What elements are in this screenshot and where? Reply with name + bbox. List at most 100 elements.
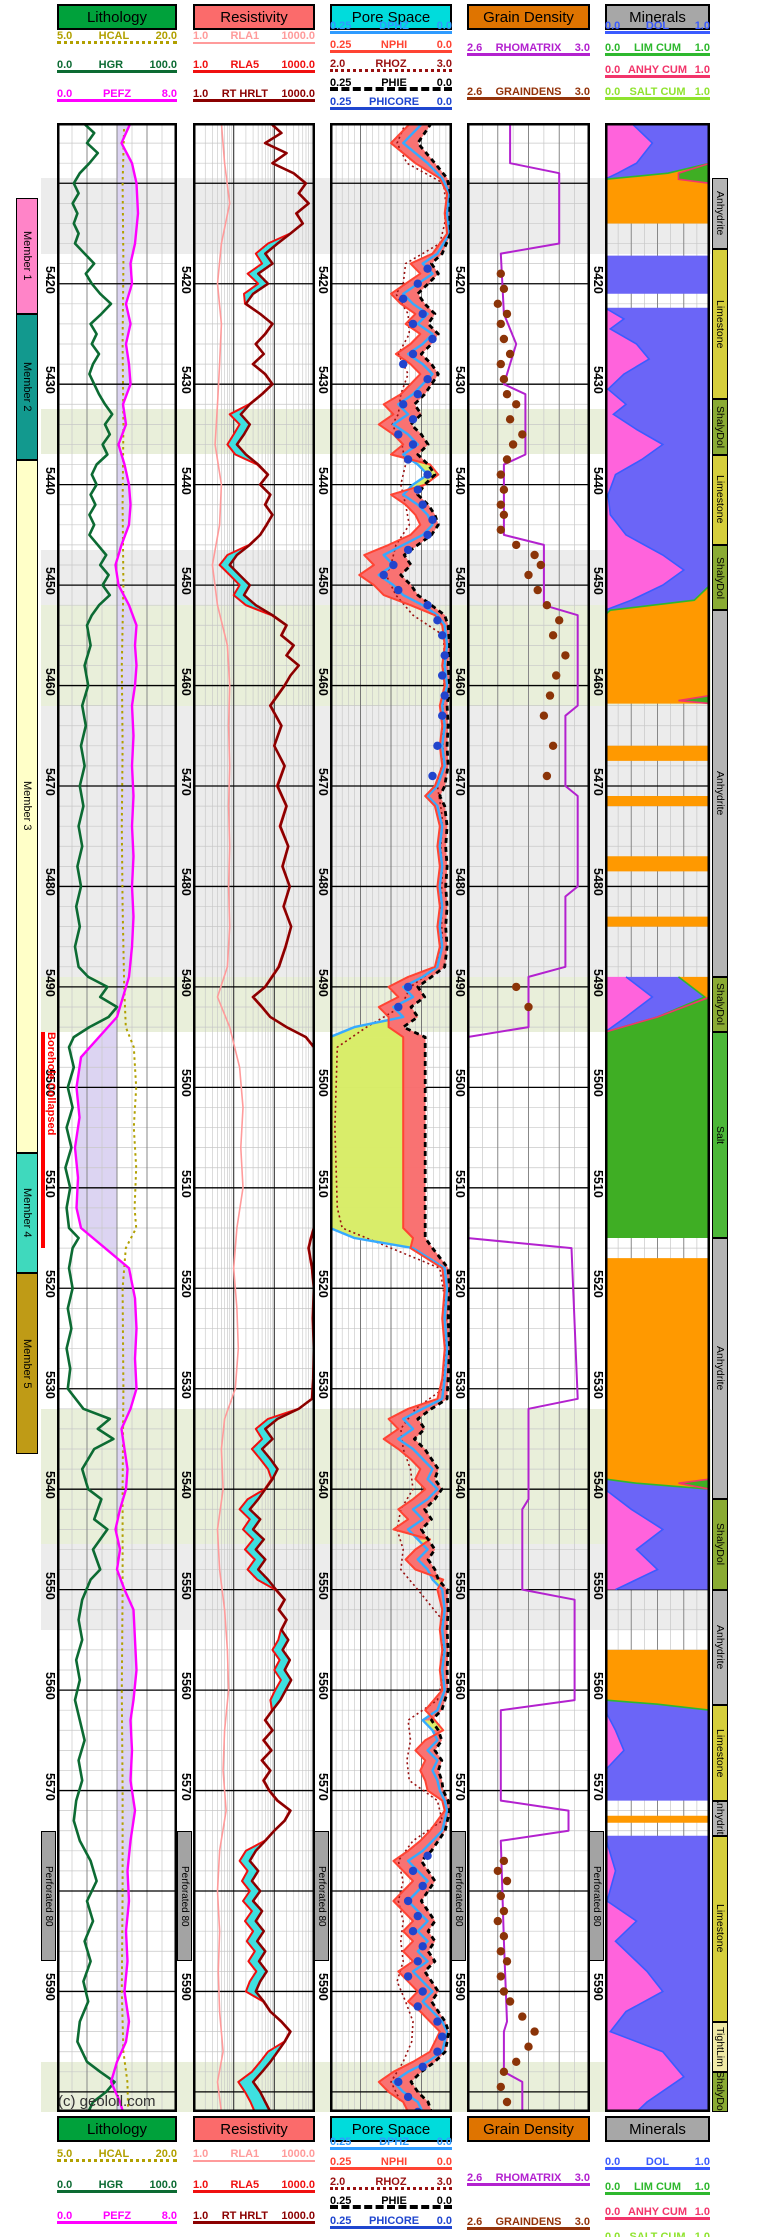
legend-left: 5.0 <box>57 30 73 42</box>
curve-legend-hgr: 0.0 HGR 100.0 <box>57 2179 177 2193</box>
perforated-interval-marker: Perforated 80 <box>451 1830 466 1962</box>
lithology-strip-segment: Limestone <box>712 1835 728 2022</box>
depth-label: 5420 <box>591 265 605 294</box>
depth-label: 5570 <box>179 1772 193 1801</box>
legend-left: 2.6 <box>467 2216 483 2228</box>
lithology-strip-segment: Anhydrite <box>712 610 728 977</box>
depth-label: 5430 <box>43 366 57 394</box>
curve-legend-rla5: 1.0 RLA5 1000.0 <box>193 59 315 73</box>
legend-left: 0.0 <box>57 2179 73 2191</box>
legend-right: 1.0 <box>694 86 710 98</box>
legend-left: 5.0 <box>57 2148 73 2160</box>
legend-name: DPHZ <box>379 20 410 32</box>
depth-label: 5490 <box>316 968 330 997</box>
lithology-strip-segment: Anhydrite <box>712 1800 728 1836</box>
legend-left: 2.0 <box>330 2176 346 2188</box>
legend-right: 0.0 <box>436 96 452 108</box>
depth-label: 5430 <box>179 366 193 394</box>
legend-name: RT HRLT <box>221 2210 268 2222</box>
resistivity-track-plot <box>193 123 315 2112</box>
curve-legend-hgr: 0.0 HGR 100.0 <box>57 59 177 73</box>
track-title-pore-space-bottom: Pore Space <box>330 2116 452 2142</box>
depth-label: 5590 <box>316 1973 330 2002</box>
depth-label: 5450 <box>179 567 193 595</box>
legend-right: 1000.0 <box>281 59 315 71</box>
borehole-collapsed-bar <box>41 1032 45 1249</box>
legend-name: SALT CUM <box>629 2231 686 2237</box>
curve-legend-dphz: 0.25 DPHZ 0.0 <box>330 20 452 34</box>
legend-right: 1.0 <box>694 64 710 76</box>
legend-right: 1.0 <box>694 42 710 54</box>
legend-name: NPHI <box>380 2156 408 2168</box>
legend-left: 0.0 <box>605 2156 621 2168</box>
zone-band <box>41 409 711 455</box>
legend-right: 1.0 <box>694 2206 710 2218</box>
depth-label: 5570 <box>43 1772 57 1801</box>
lithology-strip-segment: Limestone <box>712 454 728 545</box>
curve-legend-rhoz: 2.0 RHOZ 3.0 <box>330 2176 452 2190</box>
lithology-strip-segment: ShalyDol <box>712 1499 728 1590</box>
legend-name: GRAINDENS <box>495 2216 562 2228</box>
depth-label: 5540 <box>43 1471 57 1499</box>
depth-label: 5530 <box>453 1370 467 1399</box>
legend-right: 0.0 <box>436 2215 452 2227</box>
zone-band <box>41 1544 711 1630</box>
curve-legend-nphi: 0.25 NPHI 0.0 <box>330 39 452 53</box>
curve-legend-rhoz: 2.0 RHOZ 3.0 <box>330 58 452 72</box>
depth-label: 5560 <box>316 1672 330 1700</box>
legend-name: GRAINDENS <box>495 86 562 98</box>
lithology-strip-segment: Anhydrite <box>712 178 728 249</box>
depth-label: 5440 <box>316 466 330 495</box>
curve-legend-hcal: 5.0 HCAL 20.0 <box>57 30 177 44</box>
depth-label: 5590 <box>43 1973 57 2002</box>
lithology-strip-segment: TightLim <box>712 2021 728 2072</box>
legend-left: 2.0 <box>330 58 346 70</box>
legend-name: DOL <box>645 2156 670 2168</box>
depth-label: 5480 <box>43 868 57 897</box>
legend-name: RHOZ <box>375 58 407 70</box>
legend-name: PHICORE <box>369 96 420 108</box>
depth-label: 5470 <box>316 768 330 796</box>
legend-left: 2.6 <box>467 42 483 54</box>
legend-right: 1.0 <box>694 2231 710 2237</box>
legend-name: HGR <box>98 59 124 71</box>
legend-right: 100.0 <box>149 59 177 71</box>
legend-left: 1.0 <box>193 59 209 71</box>
minerals-track-plot <box>605 123 710 2112</box>
track-title-pore-space: Pore Space <box>330 4 452 30</box>
legend-right: 1000.0 <box>281 2179 315 2191</box>
curve-legend-phie: 0.25 PHIE 0.0 <box>330 77 452 91</box>
depth-label: 5530 <box>591 1370 605 1399</box>
depth-label: 5550 <box>453 1571 467 1600</box>
member-bar-segment: Member 2 <box>16 313 38 460</box>
legend-name: ANHY CUM <box>627 64 688 76</box>
legend-name: RLA5 <box>230 2179 260 2191</box>
member-bar-segment: Member 4 <box>16 1152 38 1274</box>
legend-left: 0.0 <box>605 42 621 54</box>
curve-legend-lim-cum: 0.0 LIM CUM 1.0 <box>605 42 710 56</box>
curve-legend-salt-cum: 0.0 SALT CUM 1.0 <box>605 86 710 100</box>
legend-left: 0.0 <box>57 88 73 100</box>
member-bar-segment: Member 1 <box>16 198 38 314</box>
legend-right: 1.0 <box>694 2156 710 2168</box>
track-title-grain-density-bottom: Grain Density <box>467 2116 590 2142</box>
curve-legend-pefz: 0.0 PEFZ 8.0 <box>57 2210 177 2224</box>
legend-name: SALT CUM <box>629 86 686 98</box>
member-bar-segment: Member 5 <box>16 1273 38 1455</box>
legend-right: 1000.0 <box>281 30 315 42</box>
legend-left: 0.25 <box>330 39 352 51</box>
depth-label: 5570 <box>316 1772 330 1801</box>
legend-left: 0.25 <box>330 77 352 89</box>
depth-label: 5420 <box>179 265 193 294</box>
depth-label: 5430 <box>316 366 330 394</box>
track-title-minerals: Minerals <box>605 4 710 30</box>
track-title-resistivity: Resistivity <box>193 4 315 30</box>
legend-name: RLA1 <box>230 2148 260 2160</box>
curve-legend-hcal: 5.0 HCAL 20.0 <box>57 2148 177 2162</box>
curve-legend-rla1: 1.0 RLA1 1000.0 <box>193 2148 315 2162</box>
legend-name: PHICORE <box>369 2215 420 2227</box>
legend-name: LIM CUM <box>633 2181 682 2193</box>
legend-left: 0.0 <box>605 2231 621 2237</box>
curve-legend-nphi: 0.25 NPHI 0.0 <box>330 2156 452 2170</box>
depth-label: 5520 <box>453 1270 467 1299</box>
